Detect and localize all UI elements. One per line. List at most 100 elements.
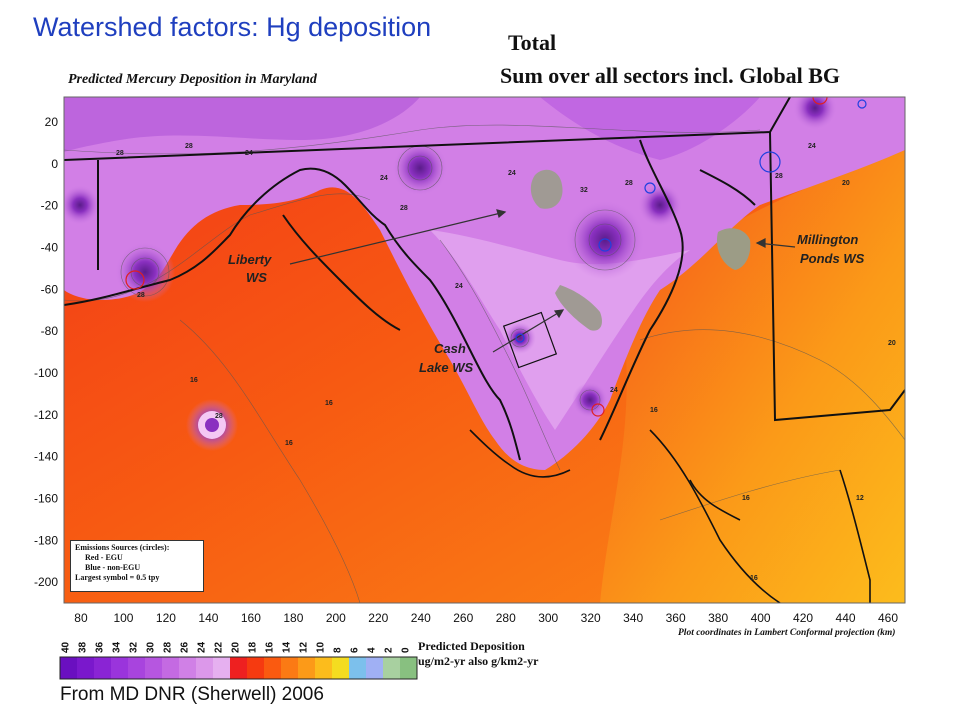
color-scale-swatch xyxy=(332,657,350,679)
x-tick-label: 360 xyxy=(666,611,686,625)
x-tick-label: 220 xyxy=(368,611,388,625)
x-tick-label: 260 xyxy=(453,611,473,625)
y-tick-label: -40 xyxy=(41,241,59,255)
y-tick-label: -100 xyxy=(34,366,58,380)
contour-label: 28 xyxy=(775,173,783,180)
contour-label: 24 xyxy=(455,283,463,290)
liberty-ws-label-line2: WS xyxy=(246,270,267,285)
x-tick-label: 120 xyxy=(156,611,176,625)
color-scale-title-line2: ug/m2-yr also g/km2-yr xyxy=(418,654,539,668)
emissions-legend: Emissions Sources (circles): Red - EGU B… xyxy=(70,540,204,592)
color-scale-label: 40 xyxy=(61,641,72,653)
emissions-legend-blue: Blue - non-EGU xyxy=(85,563,141,572)
contour-label: 16 xyxy=(650,407,658,414)
color-scale-label: 18 xyxy=(248,641,259,653)
color-scale-label: 2 xyxy=(384,647,395,653)
color-scale-label: 22 xyxy=(214,641,225,653)
x-tick-label: 240 xyxy=(411,611,431,625)
color-scale-title: Predicted Deposition ug/m2-yr also g/km2… xyxy=(418,639,538,669)
color-scale-swatch xyxy=(281,657,299,679)
contour-label: 28 xyxy=(116,150,124,157)
color-scale-label: 30 xyxy=(146,641,157,653)
color-scale-swatch xyxy=(315,657,333,679)
contour-label: 24 xyxy=(610,387,618,394)
contour-label: 24 xyxy=(380,175,388,182)
y-tick-label: -180 xyxy=(34,533,58,547)
x-tick-label: 400 xyxy=(751,611,771,625)
total-label: Total xyxy=(508,30,557,55)
color-scale-swatch xyxy=(383,657,401,679)
contour-label: 24 xyxy=(245,150,253,157)
color-scale-label: 24 xyxy=(197,641,208,653)
contour-label: 16 xyxy=(742,495,750,502)
source-credit: From MD DNR (Sherwell) 2006 xyxy=(60,684,324,705)
color-scale-swatch xyxy=(230,657,248,679)
contour-label: 16 xyxy=(285,440,293,447)
color-scale-label: 8 xyxy=(333,647,344,653)
color-scale-swatch xyxy=(111,657,129,679)
color-scale-label: 20 xyxy=(231,641,242,653)
contour-label: 28 xyxy=(137,292,145,299)
contour-label: 28 xyxy=(400,205,408,212)
contour-label: 28 xyxy=(625,180,633,187)
contour-label: 28 xyxy=(215,413,223,420)
color-scale-swatch xyxy=(128,657,146,679)
x-tick-label: 420 xyxy=(793,611,813,625)
x-tick-label: 320 xyxy=(581,611,601,625)
color-scale-swatch xyxy=(94,657,112,679)
color-scale-swatch xyxy=(298,657,316,679)
color-scale-swatch xyxy=(196,657,214,679)
x-tick-label: 300 xyxy=(538,611,558,625)
emissions-legend-largest: Largest symbol = 0.5 tpy xyxy=(75,573,160,582)
color-scale-swatch xyxy=(77,657,95,679)
contour-label: 20 xyxy=(888,340,896,347)
y-tick-label: -200 xyxy=(34,575,58,589)
color-scale-swatch xyxy=(247,657,265,679)
color-scale-label: 28 xyxy=(163,641,174,653)
emissions-legend-title: Emissions Sources (circles): xyxy=(75,543,170,552)
x-tick-label: 380 xyxy=(708,611,728,625)
color-scale-label: 32 xyxy=(129,641,140,653)
x-axis: 80 100 120 140 160 180 200 220 240 260 280 300 320 34… xyxy=(74,611,898,625)
y-tick-label: -80 xyxy=(41,324,59,338)
x-tick-label: 440 xyxy=(836,611,856,625)
contour-label: 24 xyxy=(508,170,516,177)
color-scale-label: 12 xyxy=(299,641,310,653)
map-plot-area: 28 28 24 24 28 24 28 28 32 28 24 24 20 1… xyxy=(64,97,905,603)
color-scale-swatch xyxy=(145,657,163,679)
y-tick-label: 20 xyxy=(45,115,59,129)
contour-label: 16 xyxy=(325,400,333,407)
slide-title: Watershed factors: Hg deposition xyxy=(33,12,432,42)
plot-coordinates-note: Plot coordinates in Lambert Conformal pr… xyxy=(678,628,896,638)
contour-label: 24 xyxy=(808,143,816,150)
color-scale-label: 34 xyxy=(112,641,123,653)
color-scale-title-line1: Predicted Deposition xyxy=(418,639,525,653)
color-scale-swatch xyxy=(366,657,384,679)
color-scale-label: 10 xyxy=(316,641,327,653)
millington-ws-label: Millington xyxy=(797,232,858,247)
y-tick-label: -20 xyxy=(41,199,59,213)
cash-lake-ws-label: Cash xyxy=(434,341,466,356)
x-tick-label: 160 xyxy=(241,611,261,625)
color-scale-swatch xyxy=(213,657,231,679)
x-tick-label: 80 xyxy=(74,611,88,625)
cash-lake-ws-label-line2: Lake WS xyxy=(419,360,474,375)
color-scale-swatch xyxy=(400,657,418,679)
color-scale-label: 36 xyxy=(95,641,106,653)
contour-label: 12 xyxy=(856,495,864,502)
x-tick-label: 100 xyxy=(113,611,133,625)
color-scale-label: 14 xyxy=(282,641,293,653)
watershed-grey-patch xyxy=(530,169,563,209)
color-scale: 40 38 36 34 32 30 28 26 24 22 20 18 16 14 12 10 8 6 4 2 0 xyxy=(59,641,418,680)
liberty-ws-label: Liberty xyxy=(228,252,272,267)
color-scale-swatch xyxy=(60,657,78,679)
color-scale-swatch xyxy=(264,657,282,679)
color-scale-frame xyxy=(59,656,418,680)
y-tick-label: -160 xyxy=(34,491,58,505)
y-tick-label: -60 xyxy=(41,282,59,296)
watershed-grey-patch xyxy=(555,285,602,331)
map-title: Predicted Mercury Deposition in Maryland xyxy=(68,72,317,87)
color-scale-label: 4 xyxy=(367,647,378,653)
contour-label: 28 xyxy=(185,143,193,150)
contour-label: 16 xyxy=(190,377,198,384)
